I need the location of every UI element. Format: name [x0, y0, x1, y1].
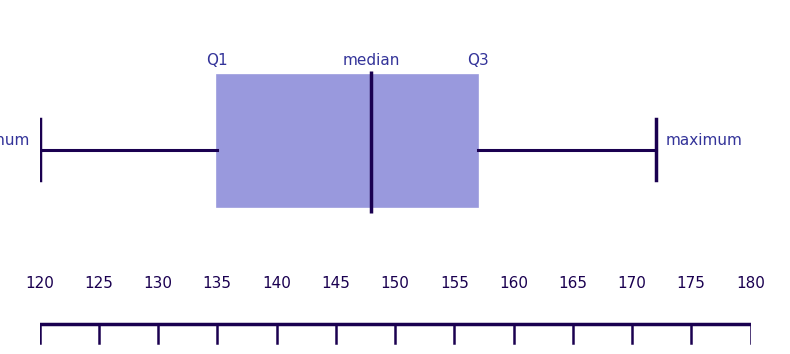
Text: 170: 170 — [618, 275, 646, 291]
Text: Q3: Q3 — [467, 53, 489, 68]
Bar — [217, 75, 478, 207]
Text: minimum: minimum — [0, 133, 30, 148]
Text: 150: 150 — [381, 275, 409, 291]
Text: 160: 160 — [499, 275, 528, 291]
Text: Q1: Q1 — [206, 53, 228, 68]
Text: 165: 165 — [559, 275, 587, 291]
Text: maximum: maximum — [665, 133, 742, 148]
Text: 155: 155 — [440, 275, 468, 291]
Text: 145: 145 — [322, 275, 350, 291]
Text: 135: 135 — [203, 275, 231, 291]
Text: 120: 120 — [25, 275, 54, 291]
Text: 130: 130 — [144, 275, 172, 291]
Text: median: median — [343, 53, 400, 68]
Text: 175: 175 — [677, 275, 705, 291]
Text: 140: 140 — [262, 275, 291, 291]
Text: 125: 125 — [85, 275, 113, 291]
Text: 180: 180 — [736, 275, 765, 291]
